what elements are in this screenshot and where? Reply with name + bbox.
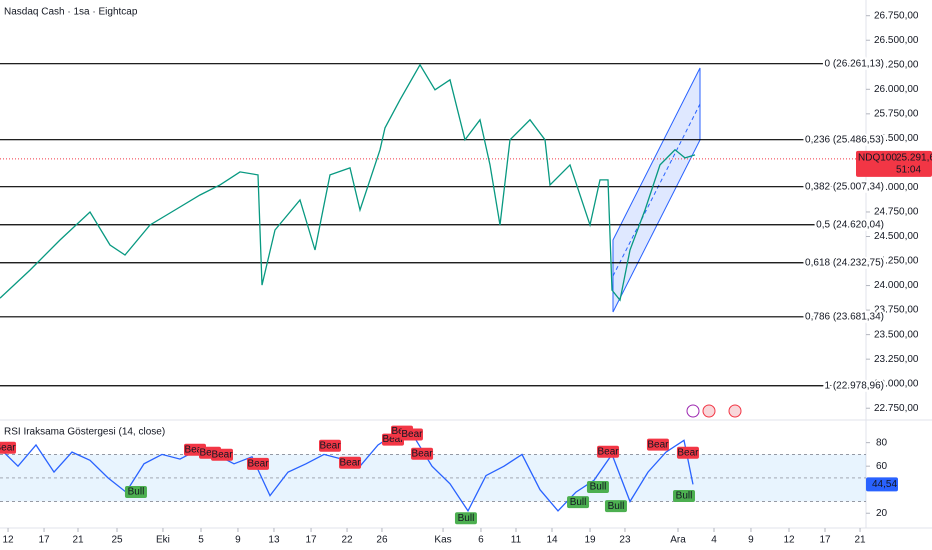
x-tick-label: 9 — [235, 535, 241, 546]
signal-label: Bear — [0, 442, 16, 453]
signal-label: Bull — [590, 482, 607, 493]
countdown: 51:04 — [896, 164, 921, 175]
signal-marker — [676, 446, 699, 459]
y-tick-label: 20 — [876, 508, 888, 519]
y-tick-label: 23.500,00 — [874, 329, 919, 340]
signal-marker — [124, 486, 147, 499]
x-tick-label: Ara — [670, 535, 686, 546]
y-tick-label: 25.000,00 — [874, 182, 919, 193]
x-tick-label: 23 — [619, 535, 631, 546]
x-tick-label: 17 — [305, 535, 317, 546]
event-icon[interactable] — [686, 404, 700, 418]
chart-title: Nasdaq Cash · 1sa · Eightcap — [4, 7, 138, 18]
signal-label: Bear — [319, 440, 341, 451]
x-tick-label: Kas — [434, 535, 451, 546]
y-tick-label: 22.750,00 — [874, 403, 919, 414]
y-tick-label: 26.500,00 — [874, 35, 919, 46]
signal-label: Bear — [184, 444, 206, 455]
fib-label: 0 (26.261,13) — [825, 58, 885, 69]
x-tick-label: 17 — [38, 535, 50, 546]
signal-label: Bull — [676, 491, 693, 502]
signal-label: Bull — [608, 501, 625, 512]
signal-marker — [604, 500, 627, 513]
x-tick-label: 19 — [584, 535, 596, 546]
last-price-symbol: NDQ100 — [858, 152, 897, 163]
signal-label: Bear — [199, 447, 221, 458]
event-icon[interactable] — [728, 404, 742, 418]
signal-marker — [646, 438, 669, 451]
signal-label: Bear — [382, 434, 404, 445]
fib-label: 0,236 (25.486,53) — [805, 134, 884, 145]
event-icons — [686, 404, 742, 418]
y-tick-label: 80 — [876, 437, 888, 448]
y-tick-label: 24.250,00 — [874, 256, 919, 267]
x-tick-label: 13 — [268, 535, 280, 546]
fib-label: 0,618 (24.232,75) — [805, 257, 884, 268]
signal-label: Bear — [401, 429, 423, 440]
fib-label: 0,786 (23.681,34) — [805, 311, 884, 322]
x-tick-label: 11 — [511, 535, 522, 546]
event-icon[interactable] — [702, 404, 716, 418]
y-tick-label: 24.750,00 — [874, 207, 919, 218]
signal-marker — [319, 439, 341, 452]
signal-label: Bear — [247, 458, 269, 469]
signal-label: Bull — [128, 487, 145, 498]
fib-label: 0,5 (24.620,04) — [816, 219, 884, 230]
x-tick-label: 12 — [2, 535, 14, 546]
signal-marker — [400, 428, 423, 441]
x-tick-label: 6 — [478, 535, 484, 546]
last-price-label: 25.291,62 — [896, 152, 932, 163]
signal-marker — [567, 496, 590, 509]
rsi-last-label: 44,54 — [872, 479, 897, 490]
rsi-title: RSI Iraksama Göstergesi (14, close) — [4, 427, 165, 438]
last-price-box — [856, 150, 932, 177]
signal-marker — [597, 445, 620, 458]
x-tick-label: 21 — [72, 535, 84, 546]
x-tick-label: 9 — [748, 535, 754, 546]
y-tick-label: 23.000,00 — [874, 378, 919, 389]
y-tick-label: 26.000,00 — [874, 84, 919, 95]
y-tick-label: 60 — [876, 461, 888, 472]
fib-label: 1 (22.978,96) — [825, 380, 885, 391]
y-tick-label: 25.750,00 — [874, 108, 919, 119]
fib-label: 0,382 (25.007,34) — [805, 181, 884, 192]
x-tick-label: 5 — [198, 535, 204, 546]
signal-label: Bear — [647, 439, 669, 450]
y-tick-label: 26.750,00 — [874, 10, 919, 21]
signal-label: Bear — [597, 446, 619, 457]
series-line — [0, 63, 696, 302]
x-tick-label: 17 — [819, 535, 831, 546]
x-tick-label: 22 — [341, 535, 353, 546]
signal-marker — [586, 481, 609, 493]
y-tick-label: 24.000,00 — [874, 280, 919, 291]
x-tick-label: 26 — [376, 535, 388, 546]
signal-marker — [673, 490, 695, 503]
y-tick-label: 23.750,00 — [874, 305, 919, 316]
x-tick-label: 14 — [546, 535, 558, 546]
signal-label: Bear — [411, 448, 433, 459]
signal-label: Bear — [211, 449, 233, 460]
rsi-last-box — [866, 477, 898, 492]
signal-marker — [247, 457, 269, 470]
signal-label: Bull — [458, 513, 475, 524]
y-tick-label: 23.250,00 — [874, 354, 919, 365]
signal-label: Bear — [339, 457, 361, 468]
signal-label: Bear — [677, 447, 699, 458]
y-tick-label: 25.500,00 — [874, 133, 919, 144]
x-tick-label: 21 — [854, 535, 866, 546]
x-tick-label: Eki — [156, 535, 170, 546]
signal-marker — [339, 456, 362, 469]
signal-marker — [211, 448, 233, 461]
signal-marker — [411, 447, 434, 460]
x-tick-label: 12 — [783, 535, 795, 546]
signal-label: Bull — [570, 497, 587, 508]
signal-marker — [454, 512, 477, 525]
x-tick-label: 25 — [111, 535, 123, 546]
y-tick-label: 24.500,00 — [874, 231, 919, 242]
signal-marker — [0, 441, 17, 454]
y-tick-label: 26.250,00 — [874, 59, 919, 70]
x-tick-label: 4 — [711, 535, 717, 546]
